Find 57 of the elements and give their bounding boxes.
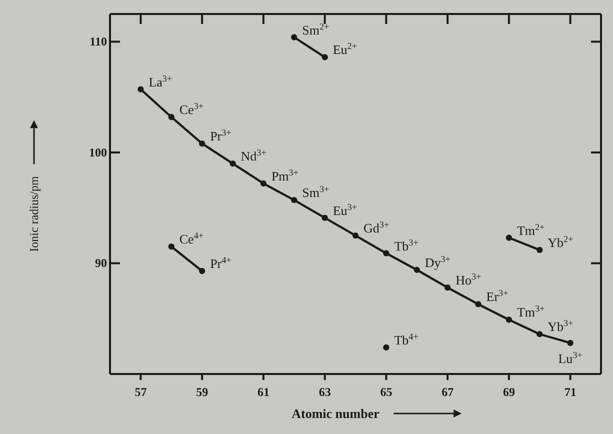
x-tick-label: 63 [318, 385, 331, 400]
annotation: Tb$^{3+}$ [394, 237, 418, 254]
annotation: Gd$^{3+}$ [364, 220, 390, 236]
annotation: Er$^{3+}$ [486, 288, 508, 304]
annotation: Pr$^{3+}$ [210, 128, 232, 144]
point [506, 316, 512, 323]
point [322, 54, 328, 60]
x-tick-label: 69 [502, 385, 515, 400]
x-tick-label: 61 [257, 385, 270, 400]
annotation: Lu$^{3+}$ [558, 350, 582, 366]
point [260, 180, 267, 187]
annotation: Sm$^{3+}$ [302, 184, 330, 200]
annotation: Tm$^{2+}$ [516, 222, 545, 238]
annotation: Ce$^{4+}$ [179, 230, 204, 247]
x-tick-label: 65 [380, 385, 392, 400]
x-tick-label: 71 [564, 385, 576, 400]
annotation: Pm$^{3+}$ [271, 167, 298, 184]
annotation: Yb$^{3+}$ [548, 318, 574, 334]
x-axis-title: Atomic number [292, 406, 380, 421]
point [230, 160, 236, 167]
point [138, 86, 144, 92]
annotation: Yb$^{2+}$ [548, 234, 574, 250]
annotation: Nd$^{3+}$ [240, 148, 266, 164]
point [352, 232, 359, 239]
y-axis-title: Ionic radius/pm [27, 176, 41, 252]
point [414, 266, 420, 273]
point [168, 244, 174, 250]
annotation: Tb$^{4+}$ [394, 331, 418, 348]
point [198, 140, 206, 147]
x-tick-label: 59 [196, 385, 208, 400]
point [322, 214, 328, 221]
annotation: Eu$^{3+}$ [332, 202, 357, 218]
annotation: Ce$^{3+}$ [179, 101, 204, 118]
point [536, 246, 543, 254]
point [506, 234, 512, 241]
annotation: Eu$^{2+}$ [332, 41, 357, 58]
annotation: Sm$^{2+}$ [302, 21, 330, 38]
y-tick-label: 100 [89, 145, 107, 160]
x-tick-label: 67 [442, 385, 454, 400]
annotation: Dy$^{3+}$ [424, 254, 450, 270]
point [168, 114, 174, 120]
annotation: La$^{3+}$ [148, 73, 172, 90]
point [475, 301, 482, 308]
point [383, 344, 390, 350]
y-tick-label: 90 [95, 256, 107, 270]
annotation: Ho$^{3+}$ [456, 272, 482, 288]
x-tick-label: 57 [134, 385, 147, 400]
point [567, 340, 574, 346]
point [444, 284, 451, 291]
point [536, 331, 543, 338]
point [291, 34, 298, 40]
point [291, 197, 298, 204]
annotation: Pr$^{4+}$ [210, 254, 232, 271]
point [383, 250, 390, 256]
annotation: Tm$^{3+}$ [516, 304, 545, 320]
point [198, 268, 206, 274]
y-tick-label: 110 [90, 34, 107, 49]
